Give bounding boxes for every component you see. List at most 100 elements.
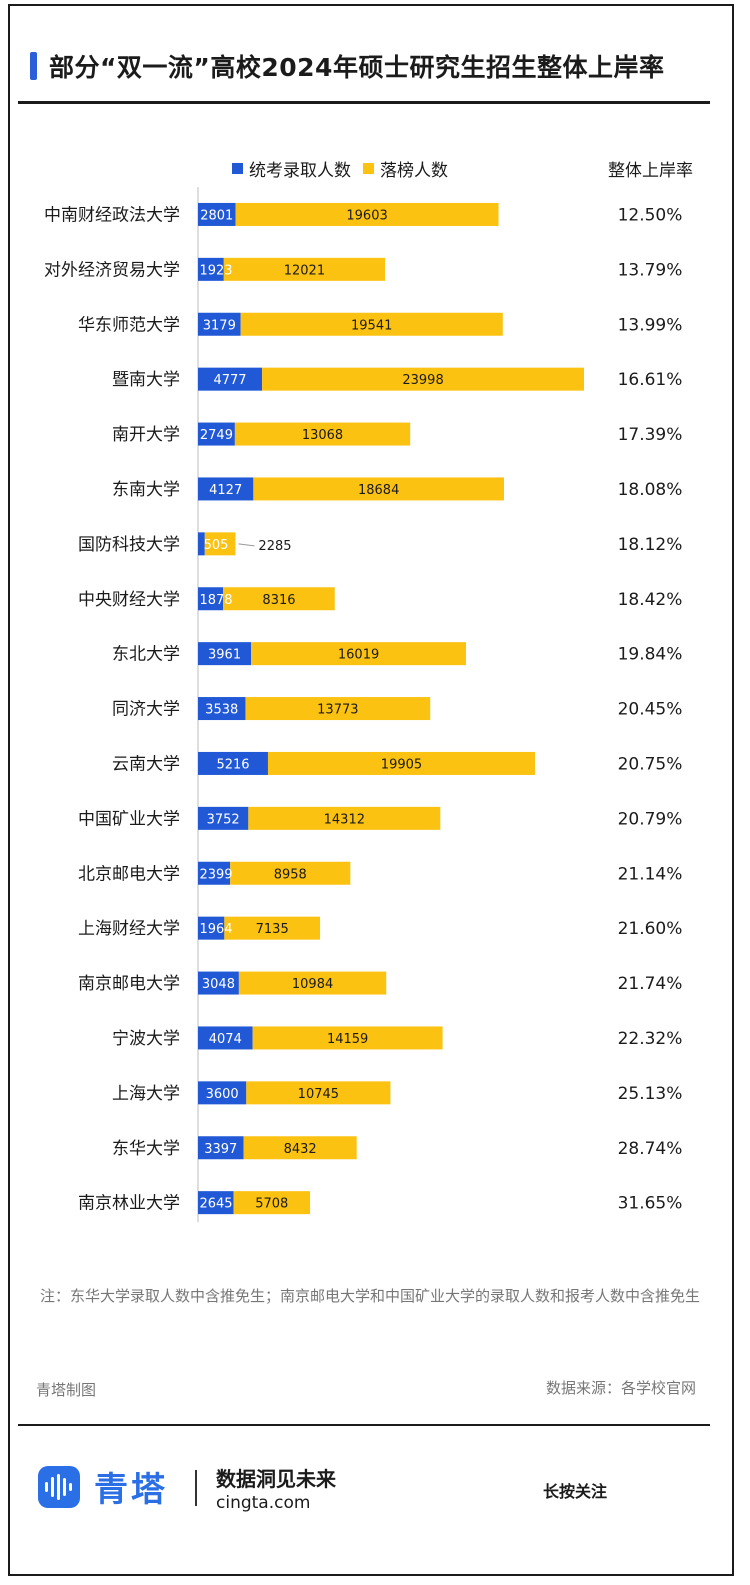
category-label: 南开大学 [112, 425, 180, 445]
category-label: 东北大学 [112, 645, 180, 665]
data-label-failed: 19541 [351, 318, 392, 333]
data-label-admitted: 4777 [213, 373, 246, 388]
rate-value: 21.60% [618, 919, 683, 939]
bar-failed [204, 532, 236, 556]
rate-value: 13.99% [618, 315, 683, 335]
category-label: 国防科技大学 [78, 535, 180, 555]
bar-failed [252, 1026, 443, 1050]
data-label-admitted: 2399 [199, 867, 232, 882]
rate-header: 整体上岸率 [608, 161, 693, 181]
bar-failed [240, 312, 503, 336]
category-label: 中南财经政法大学 [44, 205, 180, 225]
data-label-failed: 8316 [262, 593, 295, 608]
bar-admitted [198, 861, 231, 885]
bar-failed [235, 202, 499, 226]
rate-value: 18.08% [618, 480, 683, 500]
brand-divider [195, 1470, 197, 1506]
bar-failed [243, 1136, 357, 1160]
data-label-failed: 23998 [402, 373, 443, 388]
bar-admitted [198, 642, 252, 666]
category-label: 华东师范大学 [78, 315, 180, 335]
bar-failed [262, 367, 584, 391]
rate-value: 21.74% [618, 974, 683, 994]
data-label-admitted: 5216 [216, 757, 249, 772]
rate-value: 13.79% [618, 260, 683, 280]
data-label-failed: 2285 [258, 539, 291, 554]
rate-value: 20.45% [618, 700, 683, 720]
category-label: 东华大学 [112, 1139, 180, 1159]
data-label-failed: 10984 [292, 977, 333, 992]
category-label: 云南大学 [112, 754, 180, 774]
bar-failed [246, 1081, 391, 1105]
bar-failed [238, 971, 387, 995]
maker-credit: 青塔制图 [36, 1381, 97, 1399]
data-label-failed: 7135 [256, 922, 289, 937]
bar-admitted [198, 202, 236, 226]
data-label-failed: 16019 [338, 648, 379, 663]
bar-admitted [198, 1026, 253, 1050]
bar-admitted [198, 806, 249, 830]
data-label-failed: 13068 [302, 428, 343, 443]
category-label: 东南大学 [112, 480, 180, 500]
bar-failed [245, 697, 431, 721]
legend-item-failed: 落榜人数 [363, 156, 448, 181]
category-label: 南京邮电大学 [78, 974, 180, 994]
rate-value: 31.65% [618, 1194, 683, 1214]
legend-label-admitted: 统考录取人数 [249, 161, 351, 181]
rate-value: 18.42% [618, 590, 683, 610]
bar-failed [253, 477, 504, 501]
bar-failed [233, 1191, 311, 1215]
bar-failed [251, 642, 467, 666]
data-label-admitted: 3048 [202, 977, 235, 992]
footer-rule [18, 1424, 710, 1426]
bar-failed [248, 806, 441, 830]
data-label-admitted: 4074 [209, 1032, 242, 1047]
category-label: 宁波大学 [112, 1029, 180, 1049]
data-label-admitted: 2749 [200, 428, 233, 443]
category-label: 对外经济贸易大学 [44, 260, 180, 280]
category-label: 北京邮电大学 [78, 864, 180, 884]
data-label-admitted: 3397 [204, 1142, 237, 1157]
data-label-admitted: 2645 [199, 1197, 232, 1212]
data-label-failed: 14312 [324, 812, 365, 827]
title-block: 部分“双一流”高校2024年硕士研究生招生整体上岸率 [30, 48, 664, 84]
legend-swatch-admitted [232, 163, 243, 174]
bar-admitted [198, 916, 225, 940]
legend-swatch-failed [363, 163, 374, 174]
rate-value: 16.61% [618, 370, 683, 390]
rate-value: 25.13% [618, 1084, 683, 1104]
category-label: 上海大学 [112, 1084, 180, 1104]
bar-admitted [198, 257, 224, 281]
bar-admitted [198, 1081, 247, 1105]
follow-prompt: 长按关注 [543, 1482, 608, 1501]
brand-name: 青塔 [94, 1470, 168, 1510]
category-label: 上海财经大学 [78, 919, 180, 939]
data-label-admitted: 3538 [205, 703, 238, 718]
data-label-failed: 14159 [327, 1032, 368, 1047]
data-label-admitted: 4127 [209, 483, 242, 498]
rate-value: 28.74% [618, 1139, 683, 1159]
bar-failed [234, 422, 411, 446]
bar-failed [267, 751, 535, 775]
data-label-failed: 8432 [284, 1142, 317, 1157]
bar-admitted [198, 1191, 234, 1215]
category-label: 同济大学 [112, 700, 180, 720]
chart-title: 部分“双一流”高校2024年硕士研究生招生整体上岸率 [49, 53, 665, 82]
data-label-admitted: 3752 [207, 812, 240, 827]
legend: 统考录取人数 落榜人数 [232, 156, 460, 181]
rate-value: 21.14% [618, 864, 683, 884]
bar-failed [230, 861, 351, 885]
bar-admitted [198, 477, 254, 501]
rate-value: 18.12% [618, 535, 683, 555]
rate-value: 22.32% [618, 1029, 683, 1049]
title-accent-bar [30, 52, 37, 80]
brand-website[interactable]: cingta.com [216, 1493, 311, 1513]
rate-value: 12.50% [618, 205, 683, 225]
data-label-admitted: 3961 [208, 648, 241, 663]
data-label-admitted: 3600 [206, 1087, 239, 1102]
category-label: 南京林业大学 [78, 1194, 180, 1214]
bar-failed [224, 916, 321, 940]
data-label-failed: 8958 [274, 867, 307, 882]
brand-slogan: 数据洞见未来 [216, 1467, 336, 1491]
